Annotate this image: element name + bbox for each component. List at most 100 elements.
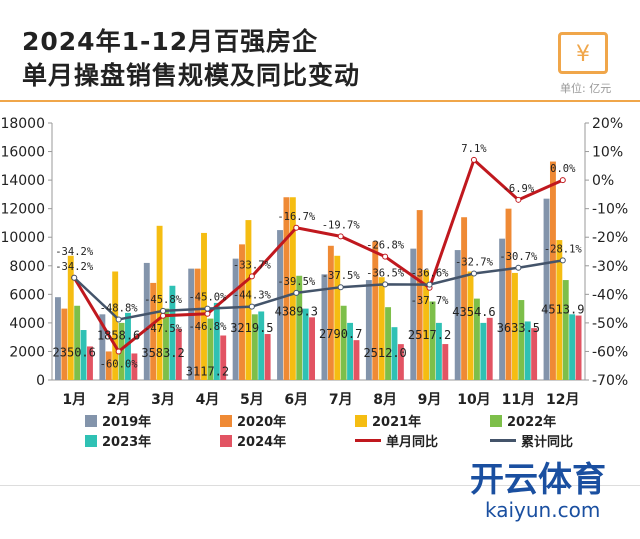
legend-label: 2020年 — [237, 415, 287, 430]
legend-item: 累计同比 — [490, 431, 573, 450]
legend-item: 2024年 — [220, 431, 286, 450]
x-tick-label: 10月 — [457, 392, 490, 408]
data-label-累计同比: -32.7% — [455, 256, 494, 268]
bar-2024年 — [531, 328, 538, 380]
bar-2019年 — [321, 274, 328, 380]
data-label-单月同比: -26.8% — [366, 240, 405, 252]
bar-2021年 — [201, 232, 207, 380]
brand-logo: 开云体育 — [470, 460, 606, 500]
bar-2023年 — [80, 330, 87, 380]
point-单月同比 — [293, 224, 300, 231]
point-累计同比 — [382, 281, 389, 288]
data-label-累计同比: -45.0% — [188, 292, 227, 304]
point-单月同比 — [160, 312, 167, 319]
bar-2022年 — [385, 307, 392, 380]
line-单月同比 — [72, 157, 564, 354]
x-tick-label: 9月 — [418, 392, 442, 408]
legend-swatch — [355, 414, 367, 427]
bar-2022年 — [163, 308, 169, 380]
data-label-2024: 1858.6 — [97, 328, 140, 342]
bar-2024年 — [442, 344, 449, 380]
point-累计同比 — [559, 257, 566, 264]
legend-label: 2023年 — [102, 435, 152, 450]
point-累计同比 — [515, 264, 522, 271]
x-tick-label: 2月 — [107, 392, 131, 408]
data-label-2024: 2512.0 — [363, 346, 406, 360]
bar-2020年 — [327, 245, 334, 380]
x-tick-label: 11月 — [502, 392, 535, 408]
bar-2022年 — [562, 280, 569, 380]
bar-2023年 — [258, 311, 265, 380]
bar-2021年 — [245, 220, 252, 380]
bar-2020年 — [416, 210, 423, 380]
bar-2022年 — [340, 305, 347, 380]
bar-2020年 — [61, 308, 68, 380]
bar-2024年 — [220, 335, 227, 380]
y2-tick-label: 0% — [592, 173, 614, 189]
point-单月同比 — [337, 233, 344, 240]
data-label-单月同比: -34.2% — [55, 261, 94, 273]
line-累计同比 — [73, 259, 563, 321]
data-label-单月同比: -60.0% — [100, 358, 139, 370]
brand-url: kaiyun.com — [485, 498, 601, 522]
data-label-2024: 2350.6 — [53, 345, 96, 359]
y-tick-label: 16000 — [0, 145, 45, 161]
bar-2022年 — [518, 300, 525, 380]
y-tick-label: 2000 — [9, 344, 45, 360]
point-累计同比 — [337, 284, 344, 291]
y-tick-label: 6000 — [9, 287, 45, 303]
point-单月同比 — [515, 196, 522, 203]
data-label-2024: 2790.7 — [319, 327, 362, 341]
x-tick-label: 6月 — [284, 392, 308, 408]
bar-2024年 — [87, 346, 93, 380]
bar-2022年 — [74, 305, 81, 380]
bar-2019年 — [232, 258, 239, 380]
y2-tick-label: -50% — [592, 316, 628, 332]
bar-2020年 — [461, 217, 468, 380]
point-累计同比 — [426, 281, 433, 288]
data-label-累计同比: -34.2% — [55, 246, 94, 258]
legend-item: 2021年 — [355, 411, 421, 430]
y2-tick-label: 20% — [592, 116, 623, 132]
legend-item: 2019年 — [85, 411, 151, 430]
point-单月同比 — [559, 177, 566, 184]
data-label-累计同比: -36.6% — [411, 268, 450, 280]
currency-doc-icon: ¥ — [558, 32, 608, 74]
bar-2024年 — [309, 317, 315, 380]
bar-2022年 — [429, 301, 436, 380]
point-单月同比 — [470, 156, 477, 163]
bar-2021年 — [156, 225, 163, 380]
y-tick-label: 14000 — [0, 173, 45, 189]
bar-2021年 — [67, 255, 74, 380]
bar-2019年 — [188, 268, 195, 380]
point-单月同比 — [382, 253, 389, 260]
bar-2019年 — [454, 250, 461, 380]
data-label-2024: 3633.5 — [497, 321, 540, 335]
bar-2023年 — [435, 322, 442, 380]
bar-2020年 — [150, 282, 157, 380]
data-label-累计同比: -44.3% — [233, 290, 272, 302]
point-累计同比 — [71, 274, 78, 281]
bar-2020年 — [283, 197, 290, 380]
point-累计同比 — [160, 307, 167, 314]
data-label-单月同比: -16.7% — [277, 211, 316, 223]
legend-item: 2022年 — [490, 411, 556, 430]
bar-2021年 — [423, 270, 430, 380]
point-累计同比 — [293, 289, 300, 296]
data-label-累计同比: -36.5% — [366, 267, 405, 279]
bar-2024年 — [575, 315, 582, 380]
data-label-累计同比: -37.5% — [322, 270, 361, 282]
bar-2019年 — [543, 198, 550, 380]
data-label-2024: 3219.5 — [230, 321, 273, 335]
data-label-2024: 2517.2 — [408, 328, 451, 342]
legend-label: 累计同比 — [521, 435, 574, 450]
y2-tick-label: -10% — [592, 202, 628, 218]
bar-2024年 — [353, 340, 360, 380]
legend-item: 2023年 — [85, 431, 151, 450]
legend-swatch — [220, 414, 232, 427]
legend-swatch — [490, 414, 502, 427]
data-label-2024: 3117.2 — [186, 364, 229, 378]
bar-2023年 — [302, 308, 309, 380]
point-单月同比 — [248, 273, 255, 280]
